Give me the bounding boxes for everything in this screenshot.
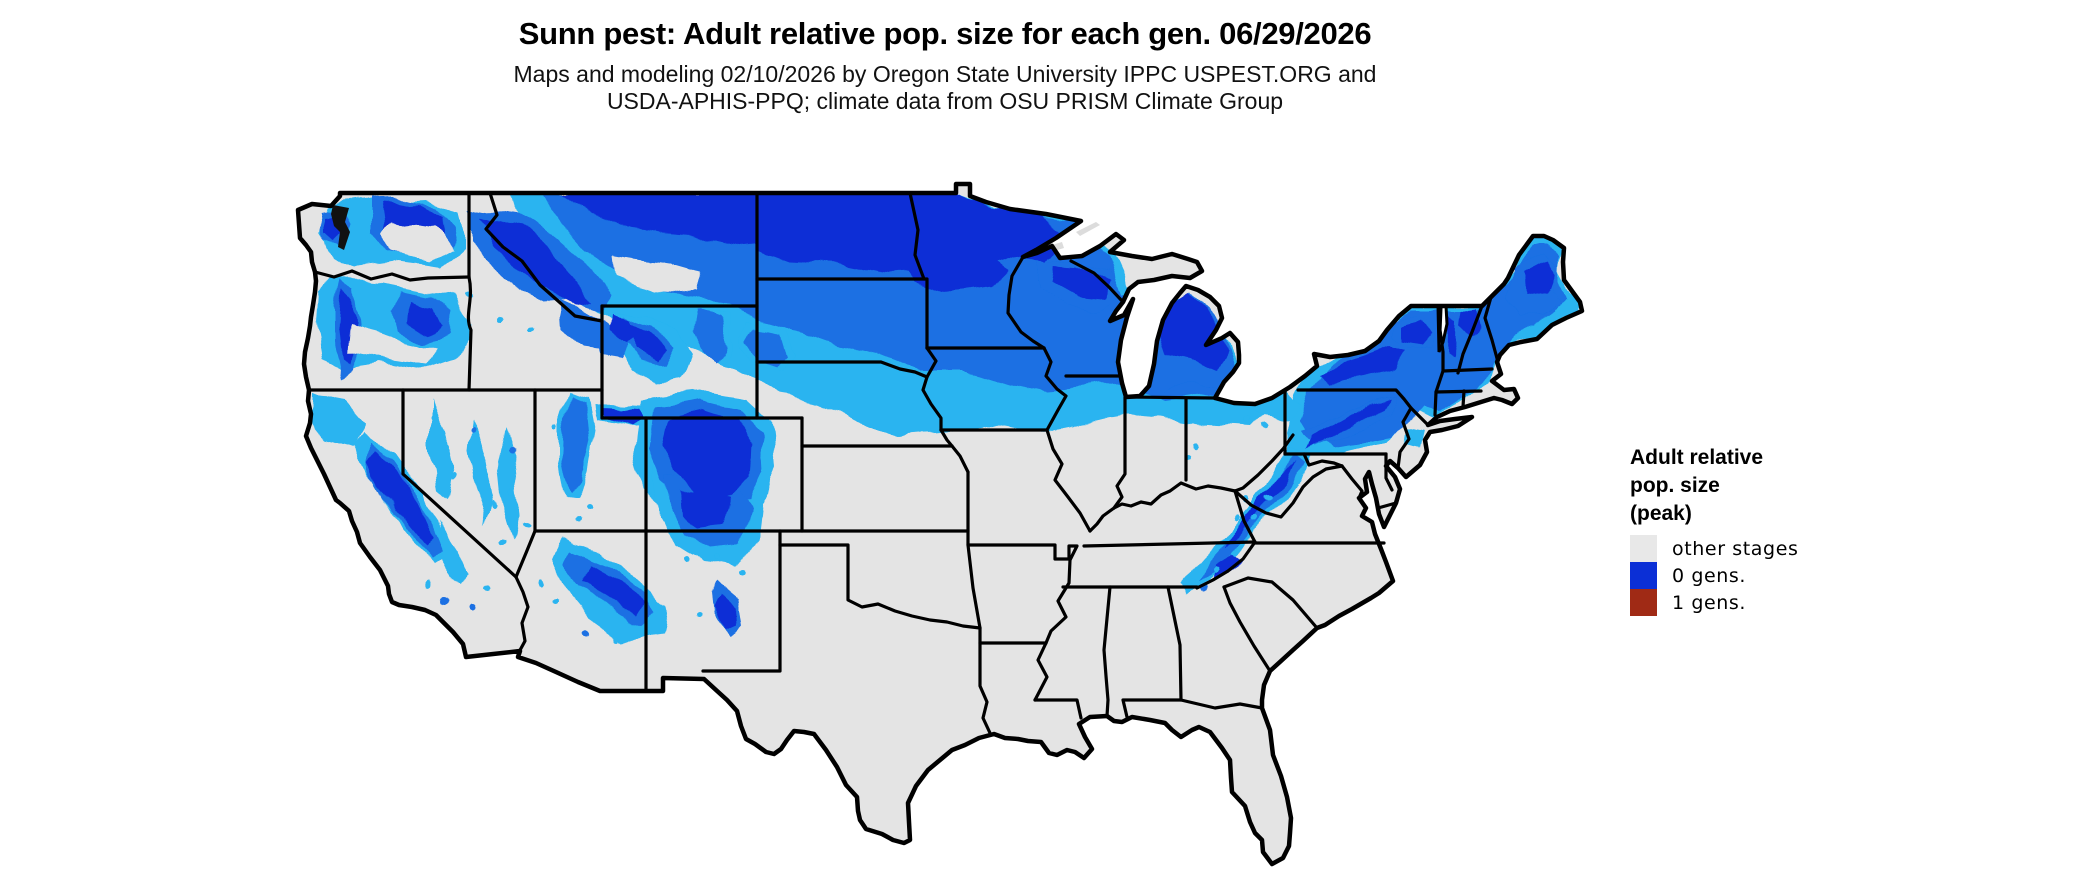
legend-title: Adult relative pop. size (peak): [1630, 444, 1910, 528]
legend-row: 0 gens.: [1630, 562, 1910, 589]
legend-items: other stages 0 gens. 1 gens.: [1630, 535, 1910, 616]
puget-sound: [331, 205, 350, 250]
map-subtitle: Maps and modeling 02/10/2026 by Oregon S…: [0, 61, 1890, 115]
legend-row: other stages: [1630, 535, 1910, 562]
color-swatch: [1630, 562, 1657, 589]
legend-row: 1 gens.: [1630, 589, 1910, 616]
legend-label: 0 gens.: [1672, 564, 1747, 587]
legend: Adult relative pop. size (peak) other st…: [1630, 444, 1910, 616]
isle-royale: [1076, 222, 1100, 236]
legend-label: 1 gens.: [1672, 591, 1747, 614]
map-subtitle-line2: USDA-APHIS-PPQ; climate data from OSU PR…: [606, 88, 1284, 114]
raster-layer: [310, 193, 1580, 640]
legend-title-line2: pop. size: [1630, 474, 1720, 497]
color-swatch: [1630, 535, 1657, 562]
national-boundary: [295, 181, 1585, 867]
legend-label: other stages: [1672, 537, 1799, 560]
raster-high-group: [326, 193, 1555, 630]
map-subtitle-line1: Maps and modeling 02/10/2026 by Oregon S…: [513, 61, 1377, 87]
raster-gray-holes: [346, 222, 1578, 560]
legend-title-line3: (peak): [1630, 502, 1692, 525]
color-swatch: [1630, 589, 1657, 616]
page-title: Sunn pest: Adult relative pop. size for …: [518, 16, 1372, 51]
legend-title-line1: Adult relative: [1630, 446, 1764, 469]
